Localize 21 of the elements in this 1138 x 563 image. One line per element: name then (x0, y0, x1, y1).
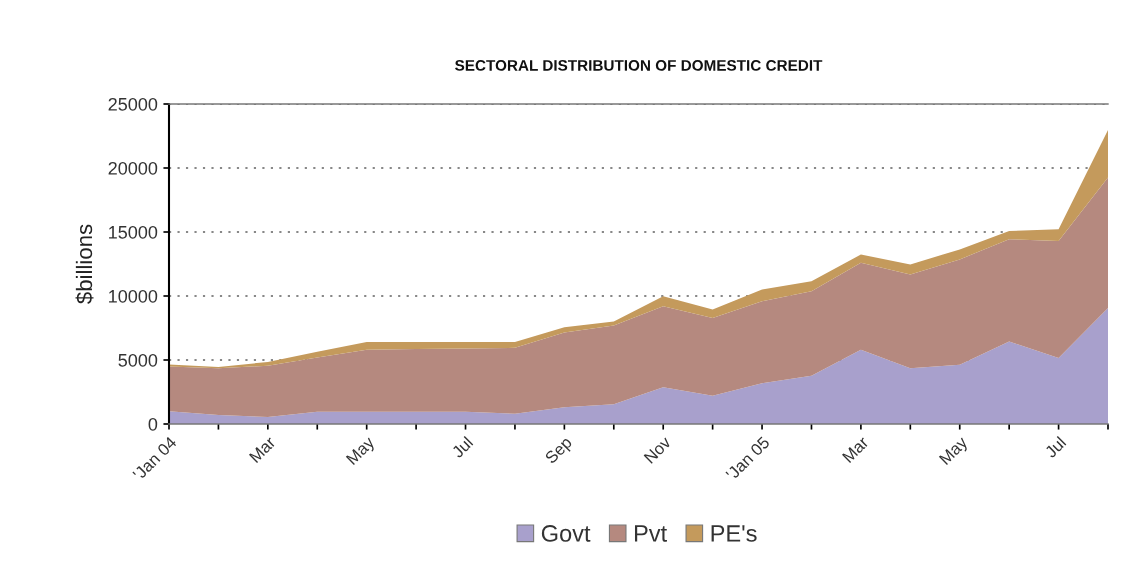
x-tick-label: May (938, 435, 971, 468)
legend-label: Govt (541, 525, 591, 542)
legend-label: PE's (711, 525, 757, 542)
x-tick-label: May (345, 435, 378, 468)
y-tick-label: 0 (148, 417, 158, 431)
chart-title: SECTORAL DISTRIBUTION OF DOMESTIC CREDIT (455, 60, 823, 71)
x-tick-label: Mar (248, 435, 277, 464)
x-tick-label: Jul (450, 435, 474, 459)
y-tick-label: 20000 (108, 161, 158, 175)
x-tick-label: 'Jan 04 (132, 435, 178, 481)
y-tick-label: 15000 (109, 225, 158, 239)
y-tick-label: 25000 (108, 97, 158, 111)
y-tick-label: 10000 (109, 289, 158, 303)
x-tick-label: Nov (643, 435, 672, 464)
x-tick-label: Sep (544, 435, 575, 467)
y-axis-title: $billions (75, 224, 94, 304)
x-tick-label: 'Jan 05 (725, 435, 771, 481)
x-tick-label: Jul (1043, 435, 1067, 459)
legend-label: Pvt (634, 525, 667, 542)
y-tick-label: 5000 (118, 353, 158, 367)
x-tick-label: Mar (842, 435, 870, 464)
